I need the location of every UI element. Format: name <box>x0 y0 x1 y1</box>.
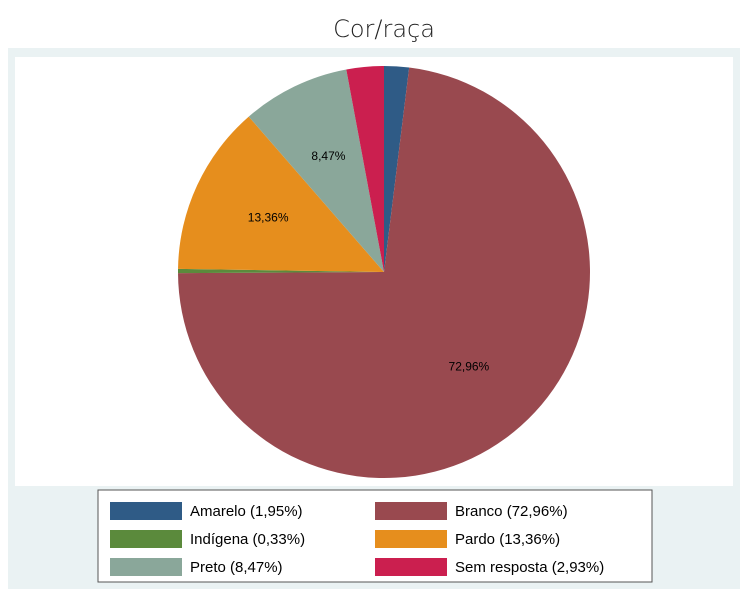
pie-slice <box>346 66 384 272</box>
legend-swatch <box>375 502 447 520</box>
pie-slice <box>384 66 410 272</box>
legend-swatch <box>375 558 447 576</box>
legend-label: Indígena (0,33%) <box>190 531 305 548</box>
legend-label: Sem resposta (2,93%) <box>455 559 604 576</box>
legend-label: Preto (8,47%) <box>190 559 283 576</box>
chart-title: Cor/raça <box>333 15 435 43</box>
legend-label: Pardo (13,36%) <box>455 531 560 548</box>
slice-label: 72,96% <box>449 360 490 374</box>
legend-label: Amarelo (1,95%) <box>190 503 303 520</box>
pie-slice <box>178 268 384 274</box>
legend-label: Branco (72,96%) <box>455 503 568 520</box>
pie-slice <box>248 69 384 272</box>
legend-swatch <box>110 558 182 576</box>
slice-label: 13,36% <box>248 210 289 224</box>
legend-swatch <box>110 530 182 548</box>
slice-label: 8,47% <box>311 149 345 163</box>
pie-slice <box>178 116 384 273</box>
legend-swatch <box>110 502 182 520</box>
pie-slice <box>178 67 590 479</box>
legend-swatch <box>375 530 447 548</box>
